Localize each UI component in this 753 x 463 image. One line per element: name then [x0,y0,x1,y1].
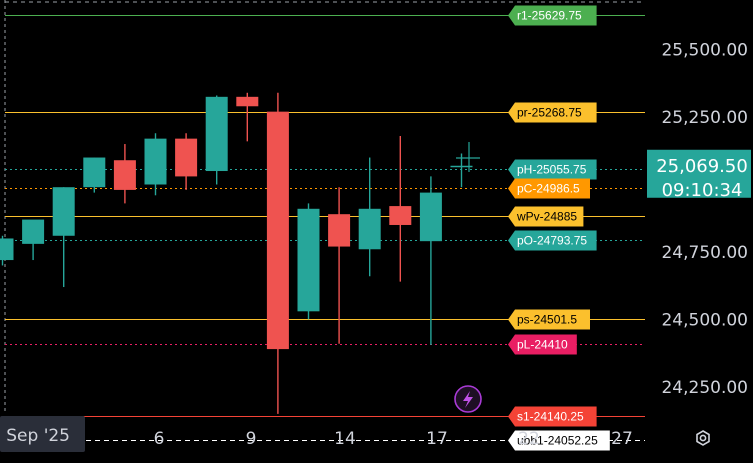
price-axis-label: 24,250.00 [661,378,748,398]
level-tag: r1-25629.75 [508,5,597,26]
level-tag-label: ubb1-24052.25 [517,434,598,448]
candle-body [205,96,228,172]
candle [205,95,228,185]
level-tag: pH-25055.75 [508,159,597,180]
candle [0,235,14,266]
time-tick-label: 17 [426,429,448,449]
candlestick-series [0,92,473,414]
level-tag-bg [508,102,597,123]
candle [144,133,167,196]
level-tag-bg [508,230,597,251]
candle [175,133,198,190]
price-axis[interactable]: 25,728.5025,500.0025,250.0024,750.0024,5… [647,0,751,398]
level-tag: s1-24140.25 [508,406,597,427]
time-axis[interactable]: Sep '25 6 9 14 17 22 27 [0,416,633,452]
candle [297,203,320,320]
level-tags: r1-25629.75 pr-25268.75 pH-25055.75 pC-2498… [508,5,610,451]
level-tag-bg [508,309,590,330]
level-tag: wPv-24885 [508,206,584,227]
current-price-badge [647,149,751,198]
time-tick-label: 27 [611,429,633,449]
level-tag: ps-24501.5 [508,309,590,330]
level-tag-label: wPv-24885 [516,210,577,224]
level-tag-bg [508,178,590,199]
candle [52,187,75,288]
price-axis-label: 24,750.00 [661,243,748,263]
candle [328,187,351,344]
level-tag-bg [508,406,597,427]
candle-body [175,138,198,177]
level-tag: pC-24986.5 [508,178,590,199]
candle-body [144,138,167,185]
level-tag-label: pL-24410 [517,338,568,352]
level-tag-label: r1-25629.75 [517,9,582,23]
candle-body [419,192,442,242]
lightning-icon[interactable] [454,385,482,413]
level-tag: pr-25268.75 [508,102,597,123]
candle-body [83,157,106,188]
level-tag-label: pH-25055.75 [517,163,587,177]
time-tick-label: 22 [518,429,540,449]
price-axis-label: 25,250.00 [661,108,748,128]
level-tag: pL-24410 [508,334,577,355]
time-tick-label: 6 [154,429,165,449]
time-tick-label: 9 [246,429,257,449]
candle-body [450,165,473,168]
gear-icon[interactable] [696,430,710,446]
level-tag-bg [508,5,597,26]
candle [358,157,381,277]
level-tag-bg [508,334,577,355]
level-lines [5,15,645,441]
level-tag-label: pO-24793.75 [517,234,587,248]
crosshair [456,142,480,172]
level-tag: pO-24793.75 [508,230,597,251]
candle-body [389,206,412,225]
candle-body [328,214,351,247]
candle [22,219,45,261]
current-date-label: Sep '25 [6,426,70,446]
level-tag-bg [508,430,610,451]
current-price-label: 25,069.50 [656,156,748,177]
level-tag-bg [508,159,597,180]
candle-body [22,219,45,244]
current-time-label: 09:10:34 [662,180,743,201]
level-tag: ubb1-24052.25 [508,430,610,451]
level-tag-label: pC-24986.5 [517,182,580,196]
candle-body [113,160,136,190]
price-axis-label: 24,500.00 [661,310,748,330]
candle [419,176,442,346]
price-axis-label: 25,500.00 [661,41,748,61]
candle-body [297,208,320,312]
level-tag-label: ps-24501.5 [517,313,577,327]
candle [389,135,412,282]
level-tag-label: s1-24140.25 [517,410,584,424]
candle [113,144,136,204]
level-tag-label: pr-25268.75 [517,106,582,120]
candle-body [0,238,14,261]
candle-body [52,187,75,236]
candle [83,157,106,193]
time-tick-label: 14 [334,429,356,449]
candle [450,153,473,188]
level-tag-bg [508,206,584,227]
candle-body [236,96,259,107]
current-date-badge [0,416,85,452]
candle [236,92,259,142]
candle-body [266,111,289,350]
candle-body [358,208,381,250]
candle [266,92,289,414]
